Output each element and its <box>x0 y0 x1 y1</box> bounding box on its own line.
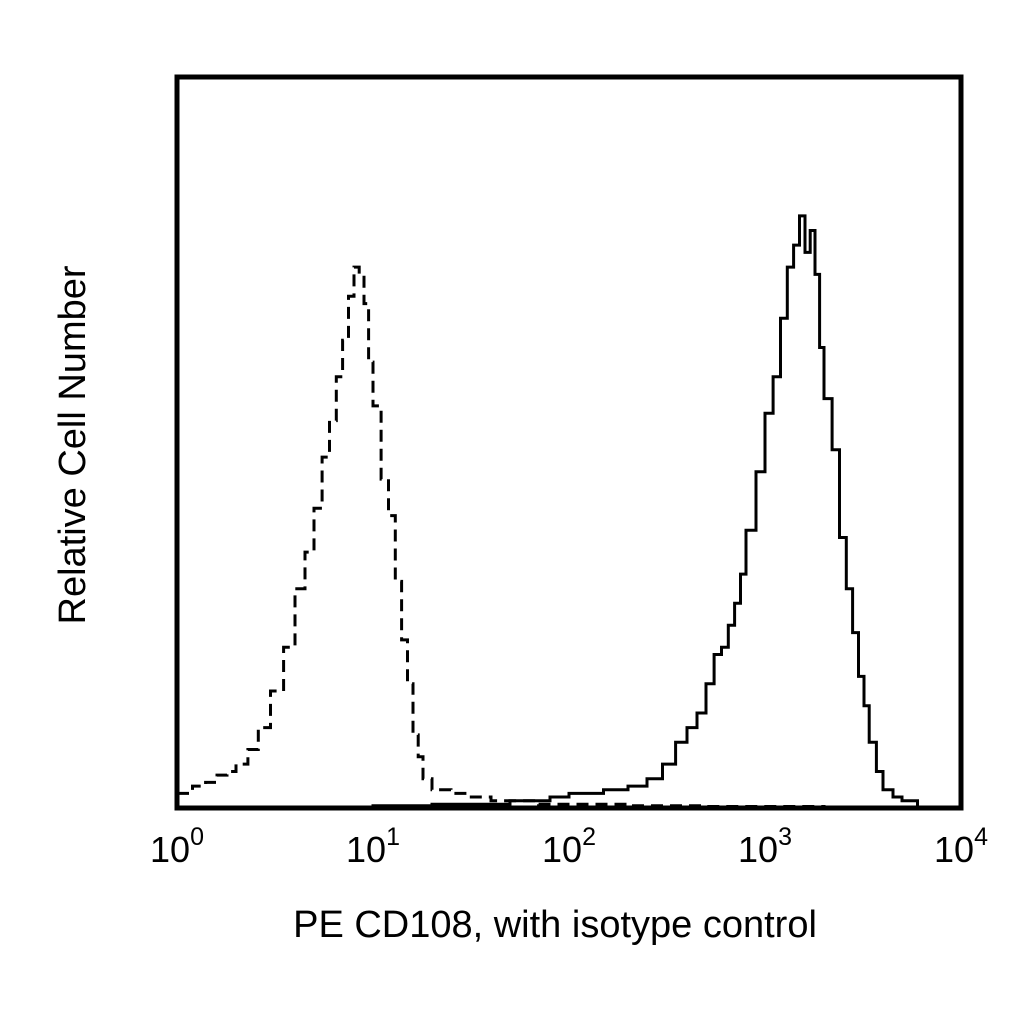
pe-cd108-histogram <box>177 214 919 810</box>
plot-frame <box>174 74 964 811</box>
x-tick-base: 10 <box>738 829 778 870</box>
x-tick-label: 101 <box>346 823 400 870</box>
x-tick-exponent: 0 <box>190 823 204 851</box>
x-tick-label: 100 <box>150 823 204 870</box>
x-tick-exponent: 3 <box>778 823 792 851</box>
x-tick-exponent: 4 <box>974 823 988 851</box>
x-tick-label: 104 <box>934 823 988 870</box>
x-axis-title: PE CD108, with isotype control <box>293 904 817 946</box>
x-tick-labels: 100 101 102 103 104 <box>150 823 988 870</box>
x-tick-base: 10 <box>150 829 190 870</box>
x-tick-label: 103 <box>738 823 792 870</box>
x-tick-base: 10 <box>346 829 386 870</box>
x-tick-exponent: 1 <box>386 823 400 851</box>
series-layer <box>177 214 919 810</box>
isotype-control-histogram <box>177 265 904 809</box>
x-tick-exponent: 2 <box>582 823 596 851</box>
y-axis-title: Relative Cell Number <box>52 265 94 624</box>
x-tick-base: 10 <box>542 829 582 870</box>
x-tick-label: 102 <box>542 823 596 870</box>
x-tick-base: 10 <box>934 829 974 870</box>
